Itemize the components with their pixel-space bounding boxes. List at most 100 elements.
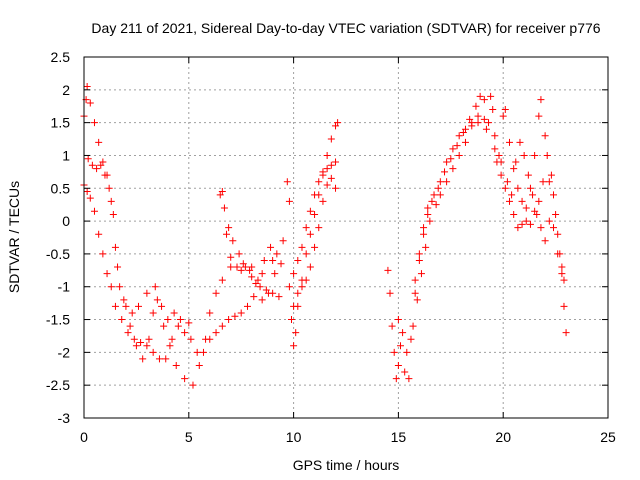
data-point (176, 316, 184, 324)
data-point (499, 112, 507, 120)
data-point (218, 188, 226, 196)
data-point (237, 266, 245, 274)
data-point (554, 250, 562, 258)
data-point (285, 283, 293, 291)
data-point (273, 250, 281, 258)
data-point (227, 263, 235, 271)
data-point (497, 158, 505, 166)
y-tick-label: -2 (58, 344, 71, 360)
data-point (225, 316, 233, 324)
data-point (411, 276, 419, 284)
grid (84, 57, 608, 418)
data-point (526, 184, 534, 192)
data-point (212, 329, 220, 337)
data-point (501, 106, 509, 114)
data-point (541, 132, 549, 140)
data-point (323, 151, 331, 159)
data-point (99, 250, 107, 258)
data-point (271, 270, 279, 278)
data-point (541, 237, 549, 245)
data-point (522, 217, 530, 225)
data-point (443, 178, 451, 186)
data-point (550, 224, 558, 232)
data-point (558, 270, 566, 278)
data-point (116, 283, 124, 291)
data-point (518, 220, 526, 228)
data-point (145, 335, 153, 343)
data-point (143, 289, 151, 297)
data-point (436, 178, 444, 186)
data-point (505, 197, 513, 205)
x-tick-label: 5 (185, 429, 193, 445)
data-point (501, 184, 509, 192)
data-point (461, 138, 469, 146)
data-point (332, 184, 340, 192)
data-point (107, 283, 115, 291)
data-point (434, 184, 442, 192)
data-point (227, 253, 235, 261)
data-point (195, 361, 203, 369)
data-point (306, 263, 314, 271)
data-point (166, 342, 174, 350)
data-point (537, 96, 545, 104)
data-point (545, 178, 553, 186)
data-point (497, 171, 505, 179)
data-point (516, 138, 524, 146)
data-point (86, 99, 94, 107)
data-point (109, 211, 117, 219)
data-point (543, 151, 551, 159)
data-point (143, 342, 151, 350)
data-point (422, 243, 430, 251)
data-point (243, 302, 251, 310)
data-point (552, 211, 560, 219)
data-point (103, 270, 111, 278)
data-point (105, 184, 113, 192)
data-point (233, 263, 241, 271)
data-point (447, 155, 455, 163)
data-point (503, 178, 511, 186)
data-point (424, 204, 432, 212)
data-point (311, 191, 319, 199)
data-point (256, 283, 264, 291)
data-point (510, 211, 518, 219)
data-point (164, 316, 172, 324)
data-point (170, 309, 178, 317)
data-point (88, 161, 96, 169)
y-tick-label: 0 (62, 213, 70, 229)
data-point (258, 296, 266, 304)
data-point (332, 158, 340, 166)
data-point (461, 125, 469, 133)
data-point (327, 161, 335, 169)
data-point (327, 174, 335, 182)
data-point (505, 138, 513, 146)
data-point (411, 289, 419, 297)
data-point (279, 237, 287, 245)
data-point (83, 188, 91, 196)
data-point (455, 151, 463, 159)
data-point (334, 119, 342, 127)
data-point (468, 119, 476, 127)
data-point (149, 348, 157, 356)
data-point (306, 230, 314, 238)
data-point (327, 135, 335, 143)
data-point (239, 260, 247, 268)
data-point (95, 230, 103, 238)
data-point (319, 197, 327, 205)
data-point (181, 329, 189, 337)
y-tick-label: 2.5 (51, 49, 71, 65)
y-tick-label: -1 (58, 279, 71, 295)
data-point (474, 112, 482, 120)
data-point (111, 302, 119, 310)
y-axis-label: SDTVAR / TECUs (6, 181, 22, 293)
data-point (162, 355, 170, 363)
data-point (122, 302, 130, 310)
data-point (83, 83, 91, 91)
data-point (417, 270, 425, 278)
data-point (302, 276, 310, 284)
data-point (394, 316, 402, 324)
data-point (246, 266, 254, 274)
y-tick-label: 1 (62, 147, 70, 163)
data-point (237, 309, 245, 317)
data-point (160, 322, 168, 330)
